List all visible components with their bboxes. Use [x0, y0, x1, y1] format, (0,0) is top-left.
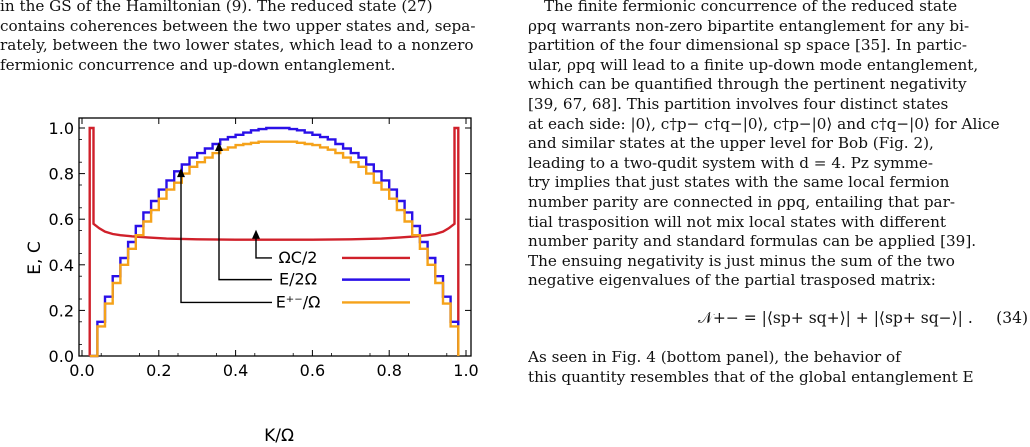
x-tick-label: 0.4: [223, 361, 248, 380]
pointer-arrow: [218, 149, 272, 281]
pointer-arrow: [180, 176, 272, 304]
y-tick-label: 0.6: [49, 210, 74, 229]
text-line: and similar states at the upper level fo…: [528, 134, 934, 153]
y-tick-label: 0.0: [49, 347, 74, 366]
left-column-text: in the GS of the Hamiltonian (9). The re…: [0, 0, 501, 75]
x-tick-label: 0.8: [376, 361, 401, 380]
series-line: [89, 140, 460, 358]
text-line: ular, ρpq will lead to a finite up-down …: [528, 55, 979, 74]
text-line: in the GS of the Hamiltonian (9). The re…: [0, 0, 433, 15]
text-line: at each side: |0⟩, c†p− c†q−|0⟩, c†p−|0⟩…: [528, 114, 1000, 133]
text-line: rately, between the two lower states, wh…: [0, 36, 474, 55]
series-layer: [88, 126, 460, 358]
y-tick-label: 0.4: [49, 256, 74, 275]
x-tick-label: 1.0: [453, 361, 478, 380]
text-line: [39, 67, 68]. This partition involves fo…: [528, 94, 949, 113]
arrow-head: [215, 141, 223, 151]
text-line: try implies that just states with the sa…: [528, 173, 950, 192]
x-axis-label: K/Ω: [264, 426, 294, 446]
plot-frame: [78, 117, 472, 357]
equation-34: 𝒩+− = |⟨sp+ sq+⟩| + |⟨sp+ sq−⟩| .: [698, 309, 973, 327]
legend-layer: ΩC/2 E/2Ω E⁺⁻/Ω: [177, 141, 410, 311]
text-line: number parity are connected in ρpq, enta…: [528, 192, 956, 211]
text-line: negative eigenvalues of the partial tras…: [528, 271, 936, 290]
text-line: which can be quantified through the pert…: [528, 75, 967, 94]
legend-label: ΩC/2: [279, 248, 318, 267]
text-line: contains coherences between the two uppe…: [0, 16, 476, 35]
y-tick-label: 0.8: [49, 165, 74, 184]
entanglement-figure: 0.0 0.2 0.4 0.6 0.8 1.0 0.0 0.2 0.4 0.6 0.8 1.0 ΩC/…: [25, 117, 479, 446]
text-line: ρpq warrants non-zero bipartite entangle…: [528, 16, 970, 35]
equation-number: (34): [996, 309, 1028, 327]
y-tick-label: 1.0: [49, 119, 74, 138]
plot-axes: 0.0 0.2 0.4 0.6 0.8 1.0 0.0 0.2 0.4 0.6 0.8 1.0: [49, 117, 479, 380]
series-line: [89, 126, 460, 358]
x-tick-label: 0.0: [69, 361, 94, 380]
legend-label: E⁺⁻/Ω: [276, 292, 321, 311]
arrow-head: [177, 168, 185, 178]
text-line: partition of the four dimensional sp spa…: [528, 36, 968, 55]
y-tick-label: 0.2: [49, 301, 74, 320]
arrow-head: [252, 229, 260, 239]
text-line: fermionic concurrence and up-down entang…: [0, 55, 396, 74]
text-line: The ensuing negativity is just minus the…: [528, 251, 955, 270]
text-line: this quantity resembles that of the glob…: [528, 367, 974, 386]
x-tick-label: 0.6: [300, 361, 325, 380]
text-line: As seen in Fig. 4 (bottom panel), the be…: [528, 347, 901, 366]
legend-label: E/2Ω: [279, 270, 317, 289]
right-column-text: The finite fermionic concurrence of the …: [528, 0, 1030, 387]
pointer-arrow: [255, 237, 272, 259]
text-line: leading to a two-qudit system with d = 4…: [528, 153, 933, 172]
text-line: tial trasposition will not mix local sta…: [528, 212, 947, 231]
series-line: [88, 126, 460, 356]
text-line: number parity and standard formulas can …: [528, 232, 977, 251]
x-tick-label: 0.2: [146, 361, 171, 380]
y-axis-label: E, C: [25, 241, 45, 274]
text-line: The finite fermionic concurrence of the …: [544, 0, 958, 15]
